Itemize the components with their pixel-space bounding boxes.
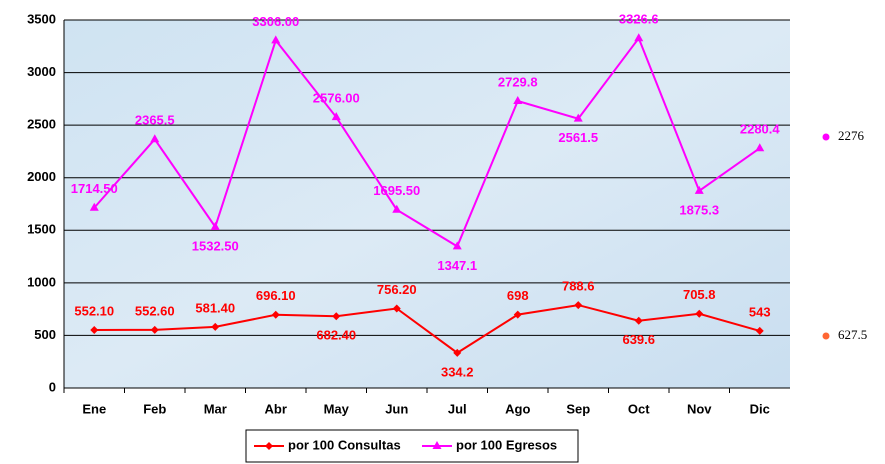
diamond-marker xyxy=(332,312,341,321)
legend-label: por 100 Consultas xyxy=(288,437,401,452)
data-label: 2365.5 xyxy=(135,113,175,128)
data-label: 3326.6 xyxy=(619,12,659,27)
annotation-label: 2276 xyxy=(838,128,865,143)
data-label: 1714.50 xyxy=(71,181,118,196)
diamond-marker xyxy=(211,322,220,331)
diamond-marker xyxy=(695,309,704,318)
x-tick-label: Ago xyxy=(505,401,530,416)
triangle-marker xyxy=(331,112,341,121)
y-tick-label: 3000 xyxy=(27,64,56,79)
diamond-marker xyxy=(265,442,273,450)
data-label: 581.40 xyxy=(195,300,235,315)
data-label: 2280.4 xyxy=(740,122,781,137)
y-tick-label: 3500 xyxy=(27,11,56,26)
triangle-marker xyxy=(513,95,523,104)
x-tick-label: Oct xyxy=(628,401,650,416)
data-label: 2561.5 xyxy=(558,130,598,145)
diamond-marker xyxy=(513,310,522,319)
diamond-marker xyxy=(634,316,643,325)
x-tick-label: Dic xyxy=(750,401,770,416)
data-label: 552.10 xyxy=(74,303,114,318)
triangle-marker xyxy=(634,33,644,42)
data-label: 552.60 xyxy=(135,303,175,318)
data-label: 639.6 xyxy=(622,332,655,347)
diamond-marker xyxy=(392,304,401,313)
triangle-marker xyxy=(150,134,160,143)
diamond-marker xyxy=(150,325,159,334)
diamond-marker xyxy=(453,348,462,357)
data-label: 1532.50 xyxy=(192,238,239,253)
triangle-marker xyxy=(573,113,583,122)
series-line xyxy=(94,304,761,355)
x-tick-label: Feb xyxy=(143,401,166,416)
triangle-marker xyxy=(452,241,462,250)
data-label: 1875.3 xyxy=(679,202,719,217)
series-line xyxy=(93,36,761,248)
y-tick-label: 2500 xyxy=(27,117,56,132)
data-label: 696.10 xyxy=(256,288,296,303)
data-label: 788.6 xyxy=(562,279,595,294)
data-label: 682.40 xyxy=(316,328,356,343)
x-tick-label: Ene xyxy=(82,401,106,416)
triangle-marker xyxy=(694,185,704,194)
data-label: 1347.1 xyxy=(437,258,477,273)
annotation-dot xyxy=(822,133,830,141)
x-tick-label: Jun xyxy=(385,401,408,416)
x-tick-label: Sep xyxy=(566,401,590,416)
triangle-marker xyxy=(210,221,220,230)
data-label: 2729.8 xyxy=(498,74,538,89)
plot-area xyxy=(64,20,790,388)
data-label: 756.20 xyxy=(377,282,417,297)
triangle-marker xyxy=(89,202,99,211)
triangle-marker xyxy=(432,441,442,449)
x-tick-label: Nov xyxy=(687,401,712,416)
annotation-label: 627.5 xyxy=(838,327,867,342)
diamond-marker xyxy=(574,301,583,310)
data-label: 705.8 xyxy=(683,287,716,302)
diamond-marker xyxy=(755,326,764,335)
data-label: 698 xyxy=(507,288,529,303)
x-tick-label: May xyxy=(324,401,350,416)
data-label: 3306.00 xyxy=(252,14,299,29)
y-tick-label: 1000 xyxy=(27,274,56,289)
triangle-marker xyxy=(392,204,402,213)
diamond-marker xyxy=(90,325,99,334)
data-label: 543 xyxy=(749,304,771,319)
diamond-marker xyxy=(271,310,280,319)
x-tick-label: Abr xyxy=(265,401,287,416)
x-tick-label: Mar xyxy=(204,401,227,416)
x-tick-label: Jul xyxy=(448,401,467,416)
y-tick-label: 1500 xyxy=(27,222,56,237)
data-label: 1695.50 xyxy=(373,183,420,198)
triangle-marker xyxy=(755,143,765,152)
y-tick-label: 2000 xyxy=(27,169,56,184)
data-label: 2576.00 xyxy=(313,91,360,106)
triangle-marker xyxy=(271,35,281,44)
legend-box xyxy=(245,429,579,463)
y-tick-label: 500 xyxy=(34,327,56,342)
data-label: 334.2 xyxy=(441,364,474,379)
legend-label: por 100 Egresos xyxy=(456,437,557,452)
annotation-dot xyxy=(822,332,830,340)
y-tick-label: 0 xyxy=(49,379,56,394)
